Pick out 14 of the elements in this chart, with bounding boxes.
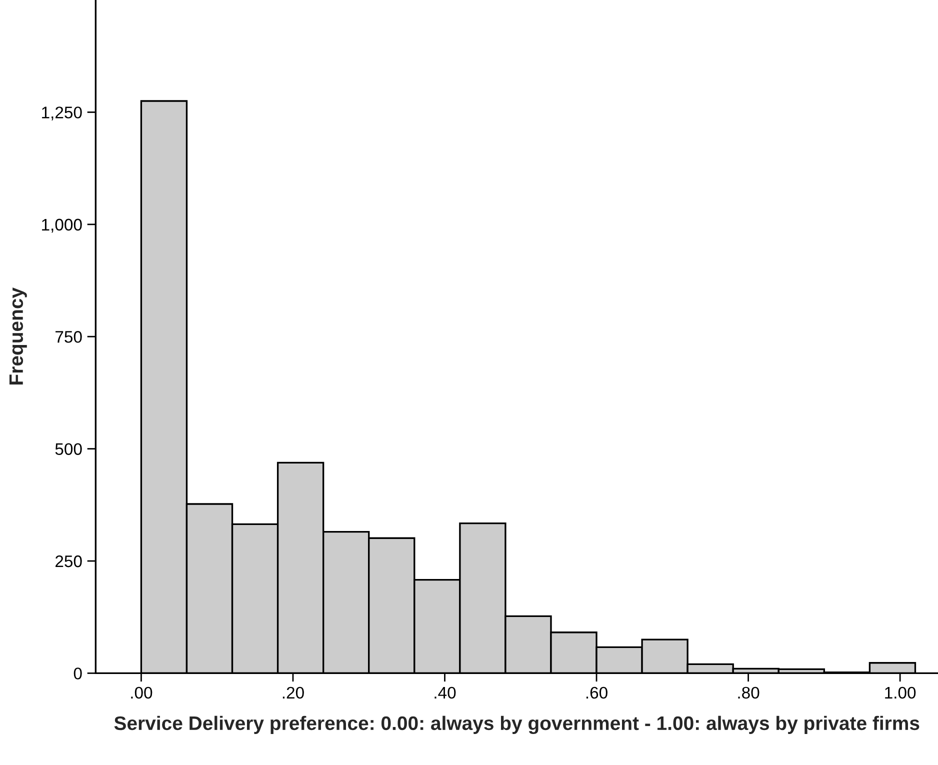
x-axis-title: Service Delivery preference: 0.00: always by government - 1.00: always by private firms: [114, 716, 920, 734]
x-tick-label: .40: [434, 686, 456, 699]
y-tick-label: 0: [74, 668, 82, 680]
y-tick-label: 500: [55, 443, 82, 456]
y-axis-title: Frequency: [9, 288, 27, 384]
y-tick-label: 1,250: [42, 106, 82, 120]
y-tick-label: 750: [56, 331, 82, 343]
x-tick-label: .00: [131, 686, 152, 699]
x-tick-label: .60: [586, 686, 608, 699]
y-tick-label: 250: [56, 555, 82, 568]
y-tick-label: 1,000: [42, 218, 82, 233]
x-tick-label: .20: [282, 686, 304, 699]
x-tick-label: .80: [738, 686, 760, 699]
x-tick-label: 1.00: [885, 686, 916, 699]
